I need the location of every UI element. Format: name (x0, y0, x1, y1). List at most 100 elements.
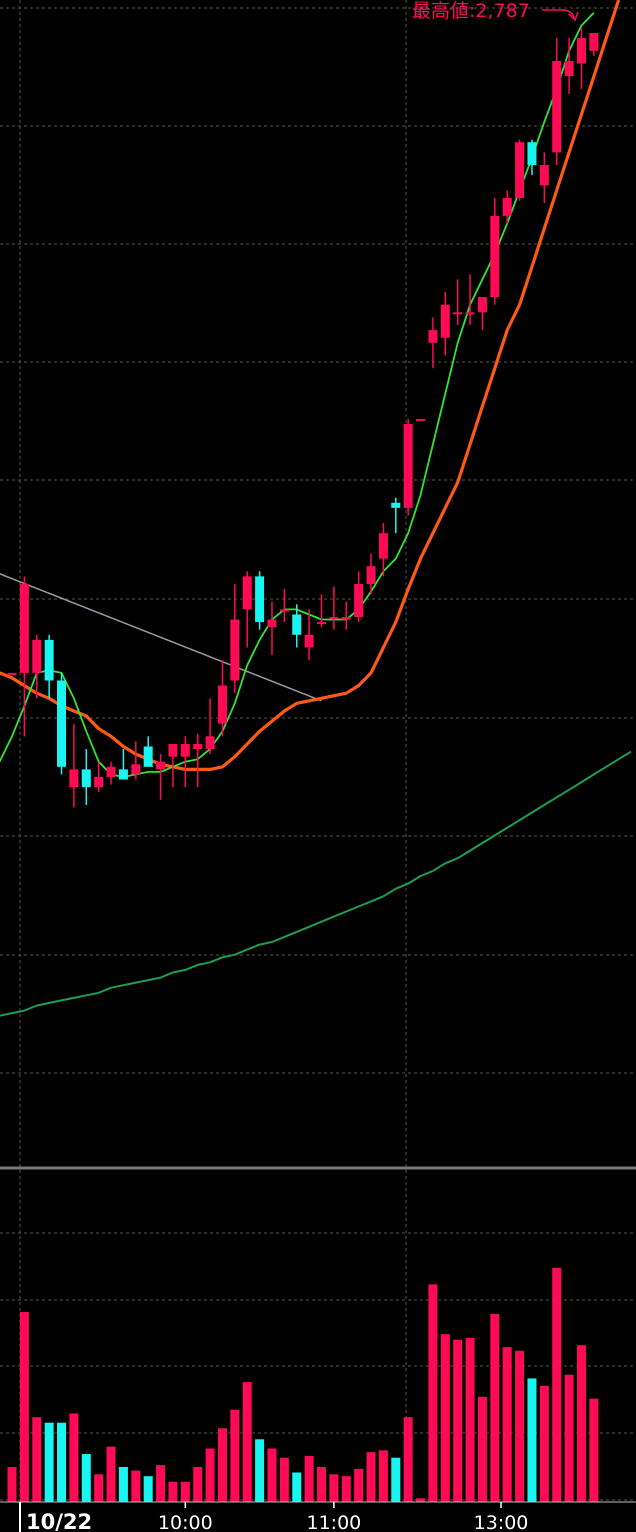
candle-body (465, 312, 475, 315)
candle-body (193, 743, 203, 750)
candle-body (354, 584, 364, 618)
candle-body (217, 685, 227, 724)
candle-body (205, 736, 215, 750)
volume-bar (242, 1382, 252, 1502)
annotation-label: 最高値:2,787 (412, 0, 530, 22)
volume-bar (564, 1374, 574, 1502)
volume-bar (576, 1345, 586, 1502)
candle-body (428, 330, 438, 343)
volume-bar (19, 1312, 29, 1502)
volume-bar (106, 1446, 116, 1502)
x-tick-label: 10:00 (158, 1512, 213, 1532)
candle-body (589, 33, 599, 51)
volume-bar (32, 1417, 42, 1502)
volume-bar (143, 1476, 153, 1502)
volume-bar (453, 1339, 463, 1502)
volume-bar (403, 1417, 413, 1502)
candle-body (440, 304, 450, 338)
volume-bar (94, 1474, 104, 1502)
ma-mid-line (0, 0, 621, 772)
volume-bar (180, 1481, 190, 1502)
candle-body (143, 746, 153, 767)
volume-bar (440, 1334, 450, 1502)
volume-bar (428, 1284, 438, 1502)
volume-bar (69, 1413, 79, 1502)
volume-bar (279, 1457, 289, 1502)
candle-body (329, 617, 339, 620)
volume-bar (57, 1422, 67, 1502)
candle-body (19, 584, 29, 673)
volume-bar (193, 1466, 203, 1502)
volume-bar (217, 1428, 227, 1502)
volume-bar (391, 1457, 401, 1502)
volume-bar (527, 1378, 537, 1502)
volume-bar (366, 1452, 376, 1502)
volume-bar (156, 1465, 166, 1502)
candle-body (168, 743, 178, 757)
volume-bar (230, 1409, 240, 1502)
volume-bar (465, 1337, 475, 1502)
candle-body (378, 533, 388, 559)
candle-body (391, 502, 401, 508)
volume-bar (539, 1385, 549, 1502)
candle-body (44, 639, 54, 681)
candle-body (131, 764, 141, 775)
date-label: 10/22 (26, 1510, 92, 1532)
candle-body (69, 769, 79, 788)
volume-bar (490, 1313, 500, 1502)
x-tick-label: 13:00 (474, 1512, 529, 1532)
volume-bar (329, 1474, 339, 1502)
volume-bar (317, 1466, 326, 1502)
volume-bar (168, 1481, 178, 1502)
candle-body (292, 614, 302, 635)
candle-body (279, 609, 289, 612)
candle-body (539, 165, 549, 186)
candle-body (32, 639, 42, 673)
candle-body (502, 198, 512, 216)
x-axis: 10/22 10:00 11:00 13:00 (0, 1501, 636, 1532)
volume-bar (205, 1448, 215, 1502)
trendline (0, 573, 322, 702)
candle-body (453, 312, 463, 315)
ma-short-line (0, 12, 595, 778)
candle-body (403, 424, 413, 508)
volume-bar (44, 1422, 54, 1502)
volume-bars (7, 1267, 599, 1502)
ma-long-line (0, 750, 632, 1017)
volume-bar (81, 1454, 91, 1502)
candle-body (230, 619, 240, 681)
candle-body (94, 776, 104, 788)
candle-body (366, 566, 376, 584)
volume-bar (131, 1470, 141, 1502)
volume-bar (267, 1448, 277, 1502)
candle-body (156, 761, 166, 770)
volume-bar (292, 1472, 302, 1502)
candle-body (564, 60, 574, 77)
candle-body (57, 680, 67, 767)
annotation-arrowhead (568, 11, 579, 22)
candle-body (416, 418, 426, 421)
candle-body (304, 634, 314, 648)
candle-body (477, 297, 487, 313)
candle-body (576, 38, 586, 64)
candle-body (267, 619, 277, 628)
volume-bar (502, 1347, 512, 1502)
annotation-arrow (542, 9, 575, 19)
candle-body (341, 617, 351, 620)
volume-bar (118, 1466, 128, 1502)
x-tick-label: 11:00 (306, 1512, 361, 1532)
volume-bar (477, 1396, 487, 1502)
candle-body (317, 622, 326, 625)
candle-body (515, 142, 525, 199)
candle-body (527, 142, 537, 166)
candle-body (81, 769, 91, 788)
candle-body (552, 60, 562, 153)
candle-body (118, 769, 128, 780)
candle-body (7, 672, 17, 675)
volume-bar (589, 1398, 599, 1502)
trendline-line (0, 573, 322, 702)
volume-bar (552, 1267, 562, 1502)
volume-bar (378, 1450, 388, 1502)
